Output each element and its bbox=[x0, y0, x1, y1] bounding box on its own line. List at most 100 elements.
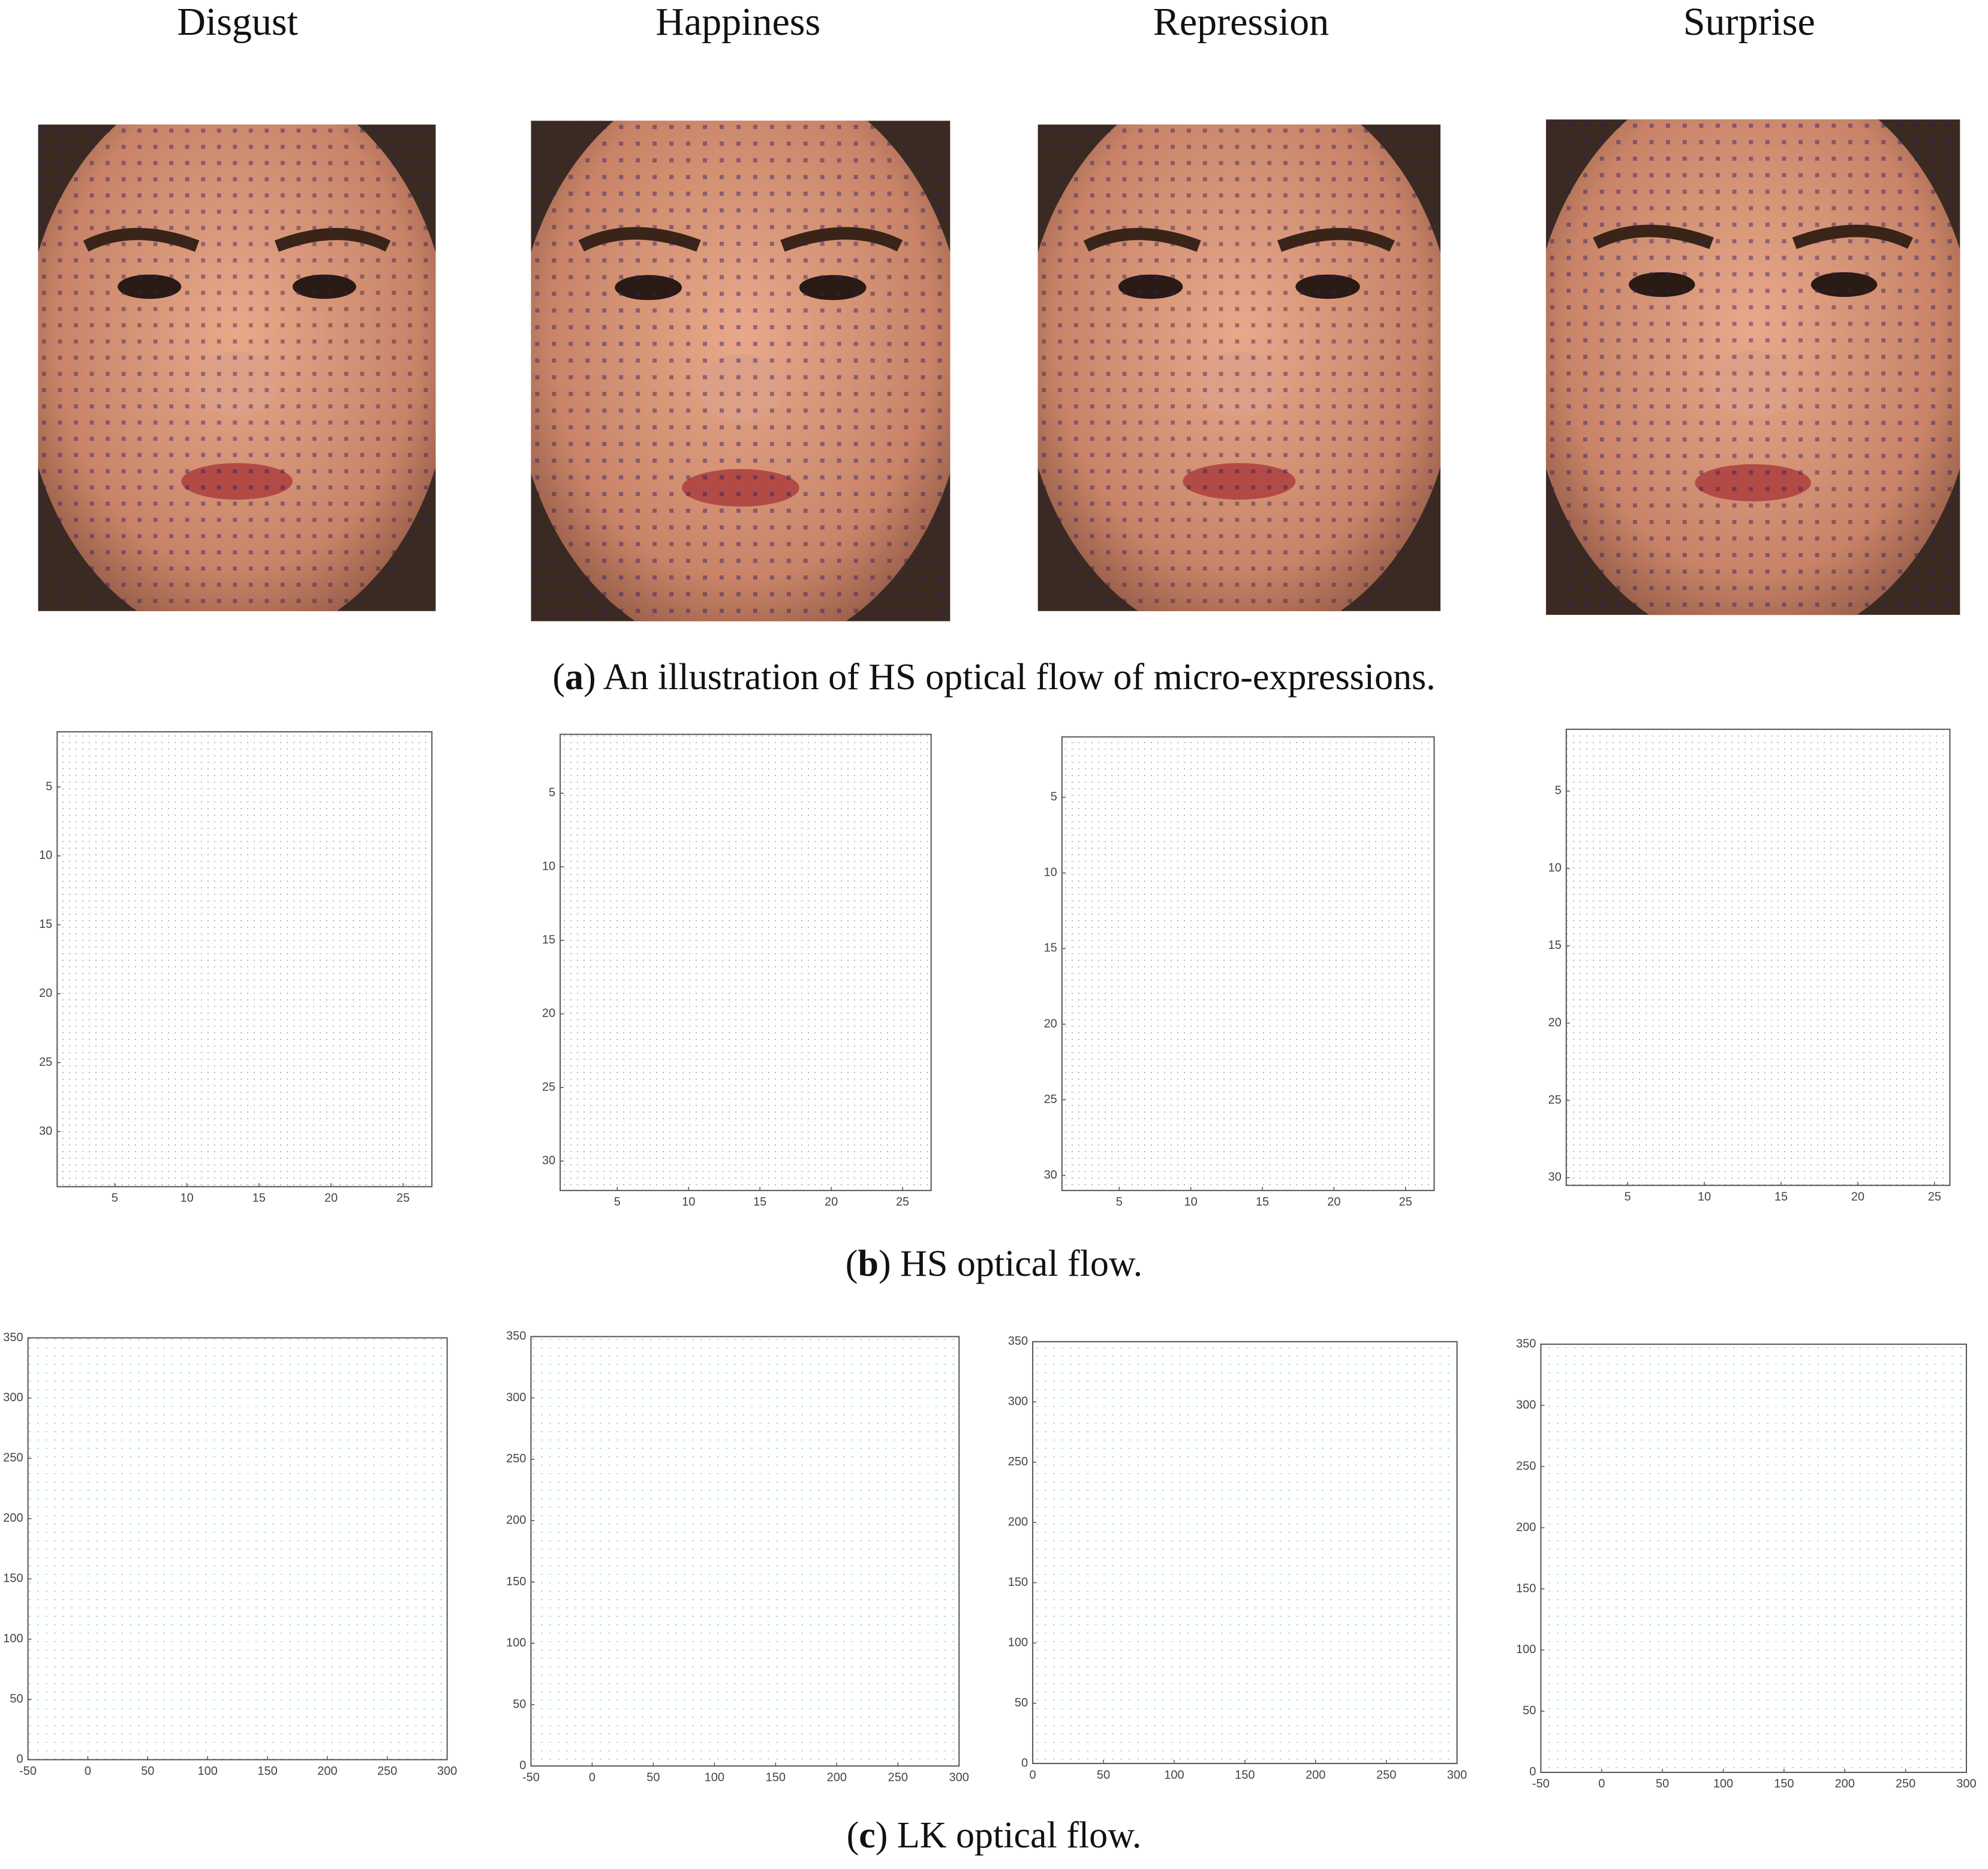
y-tick-label: 200 bbox=[1008, 1516, 1028, 1529]
y-tick-label: 5 bbox=[46, 780, 52, 793]
flow-dots bbox=[1037, 124, 1441, 611]
x-tick-label: 5 bbox=[614, 1195, 621, 1209]
y-tick-label: 50 bbox=[1015, 1696, 1028, 1709]
y-tick-label: 15 bbox=[39, 918, 52, 931]
x-tick-label: 150 bbox=[257, 1765, 277, 1778]
y-tick-label: 100 bbox=[1008, 1636, 1028, 1649]
x-tick-label: 25 bbox=[1399, 1195, 1412, 1209]
x-tick-label: -50 bbox=[1532, 1777, 1550, 1790]
y-tick-label: 150 bbox=[3, 1572, 23, 1585]
x-tick-label: 0 bbox=[1030, 1768, 1036, 1781]
x-tick-label: 100 bbox=[1713, 1777, 1733, 1790]
x-tick-label: 300 bbox=[1956, 1777, 1976, 1790]
x-tick-label: 100 bbox=[1164, 1768, 1184, 1781]
y-tick-label: 20 bbox=[542, 1007, 555, 1020]
y-tick-label: 0 bbox=[1529, 1765, 1536, 1778]
y-tick-label: 10 bbox=[1044, 866, 1057, 879]
x-tick-label: 15 bbox=[1256, 1195, 1269, 1209]
x-tick-label: 20 bbox=[825, 1195, 838, 1209]
plot-area bbox=[530, 1336, 960, 1767]
plot-area bbox=[56, 731, 433, 1188]
x-tick-label: 0 bbox=[1598, 1777, 1605, 1790]
plot-area bbox=[27, 1337, 448, 1760]
x-tick-label: 25 bbox=[396, 1192, 410, 1205]
face-image bbox=[1545, 119, 1960, 615]
caption-text: ) HS optical flow. bbox=[879, 1243, 1142, 1284]
y-tick-label: 100 bbox=[1516, 1643, 1536, 1656]
y-tick-label: 50 bbox=[1523, 1704, 1536, 1717]
y-tick-label: 200 bbox=[3, 1512, 23, 1525]
caption: (c) LK optical flow. bbox=[847, 1815, 1142, 1856]
x-tick-label: 50 bbox=[646, 1771, 660, 1784]
y-tick-label: 150 bbox=[1516, 1582, 1536, 1595]
caption-label: b bbox=[858, 1243, 878, 1284]
x-tick-label: 150 bbox=[1235, 1768, 1255, 1781]
x-tick-label: 20 bbox=[324, 1192, 338, 1205]
y-tick-label: 5 bbox=[1555, 784, 1562, 797]
y-tick-label: 200 bbox=[506, 1513, 526, 1527]
x-tick-label: 15 bbox=[753, 1195, 766, 1209]
y-tick-label: 250 bbox=[506, 1452, 526, 1465]
y-tick-label: 0 bbox=[519, 1759, 526, 1772]
x-tick-label: 25 bbox=[896, 1195, 909, 1209]
x-tick-label: 50 bbox=[1097, 1768, 1110, 1781]
x-tick-label: 10 bbox=[682, 1195, 695, 1209]
x-tick-label: 200 bbox=[1835, 1777, 1855, 1790]
x-tick-label: 10 bbox=[1184, 1195, 1198, 1209]
y-tick-label: 0 bbox=[16, 1753, 23, 1766]
y-tick-label: 250 bbox=[1516, 1459, 1536, 1473]
x-tick-label: 300 bbox=[949, 1771, 969, 1784]
y-tick-label: 350 bbox=[3, 1331, 23, 1344]
x-tick-label: 150 bbox=[1774, 1777, 1794, 1790]
flow-dots bbox=[38, 124, 436, 611]
y-tick-label: 10 bbox=[39, 849, 52, 862]
x-tick-label: 50 bbox=[1656, 1777, 1669, 1790]
plot-area bbox=[1032, 1341, 1458, 1765]
x-tick-label: 250 bbox=[1376, 1768, 1396, 1781]
y-tick-label: 30 bbox=[39, 1125, 52, 1138]
y-tick-label: 25 bbox=[1044, 1093, 1057, 1106]
x-tick-label: 100 bbox=[705, 1771, 724, 1784]
column-title: Disgust bbox=[177, 0, 298, 44]
x-tick-label: 200 bbox=[827, 1771, 847, 1784]
caption-text: ( bbox=[846, 1243, 858, 1284]
plot-area bbox=[1565, 728, 1951, 1186]
column-title: Happiness bbox=[655, 0, 820, 44]
x-tick-label: 250 bbox=[888, 1771, 908, 1784]
x-tick-label: 150 bbox=[766, 1771, 786, 1784]
y-tick-label: 30 bbox=[1548, 1171, 1562, 1184]
x-tick-label: 10 bbox=[1698, 1191, 1711, 1204]
x-tick-label: 5 bbox=[1116, 1195, 1123, 1209]
caption-text: ( bbox=[847, 1815, 859, 1856]
x-tick-label: 300 bbox=[437, 1765, 457, 1778]
caption-text: ) An illustration of HS optical flow of … bbox=[584, 657, 1436, 698]
caption: (a) An illustration of HS optical flow o… bbox=[552, 657, 1435, 698]
face-image bbox=[531, 121, 951, 621]
y-tick-label: 0 bbox=[1021, 1756, 1028, 1769]
y-tick-label: 15 bbox=[1044, 942, 1057, 955]
y-tick-label: 30 bbox=[1044, 1168, 1057, 1182]
x-tick-label: -50 bbox=[19, 1765, 37, 1778]
column-title: Surprise bbox=[1683, 0, 1815, 44]
y-tick-label: 300 bbox=[1516, 1398, 1536, 1411]
y-tick-label: 5 bbox=[549, 786, 555, 800]
y-tick-label: 20 bbox=[1548, 1016, 1562, 1029]
y-tick-label: 30 bbox=[542, 1154, 555, 1167]
x-tick-label: 100 bbox=[197, 1765, 217, 1778]
x-tick-label: 0 bbox=[589, 1771, 596, 1784]
y-tick-label: 300 bbox=[506, 1391, 526, 1404]
x-tick-label: 300 bbox=[1447, 1768, 1467, 1781]
y-tick-label: 350 bbox=[1516, 1337, 1536, 1350]
y-tick-label: 10 bbox=[542, 860, 555, 873]
y-tick-label: 350 bbox=[1008, 1335, 1028, 1348]
y-tick-label: 350 bbox=[506, 1330, 526, 1343]
caption: (b) HS optical flow. bbox=[846, 1243, 1142, 1284]
x-tick-label: 250 bbox=[377, 1765, 397, 1778]
y-tick-label: 50 bbox=[10, 1693, 23, 1706]
y-tick-label: 25 bbox=[542, 1080, 555, 1093]
x-tick-label: 15 bbox=[252, 1192, 266, 1205]
plot-area bbox=[1540, 1344, 1967, 1773]
y-tick-label: 15 bbox=[542, 933, 555, 946]
